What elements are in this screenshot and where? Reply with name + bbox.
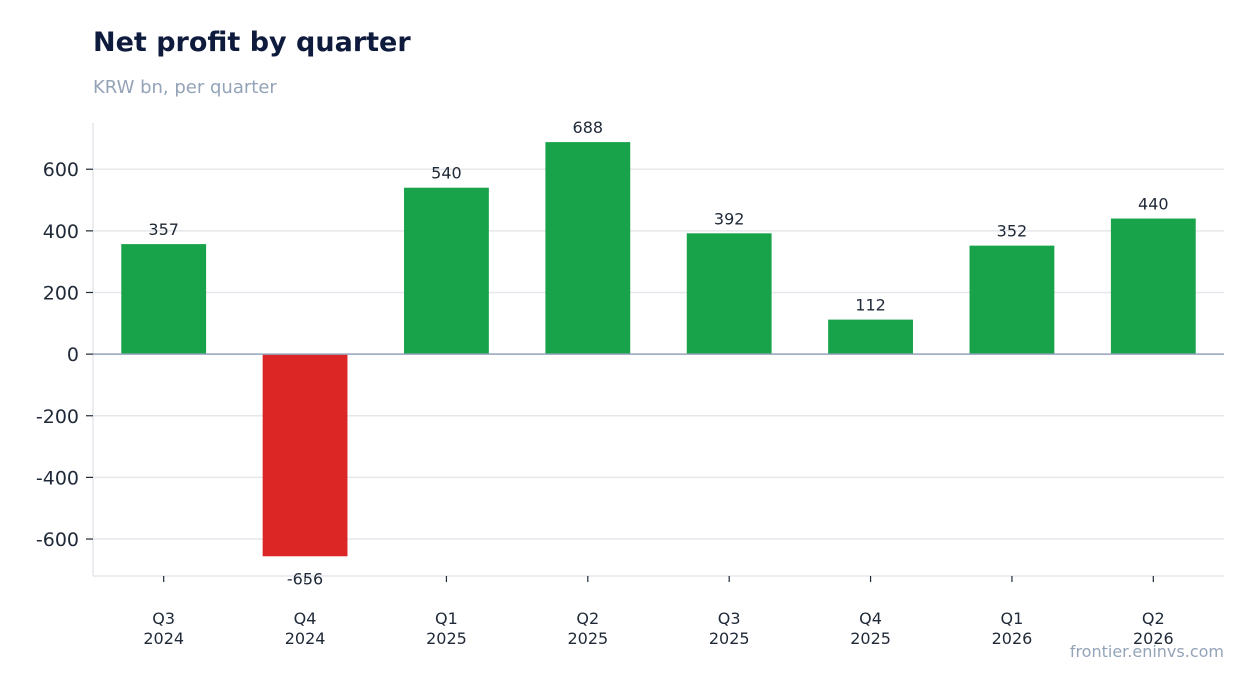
x-tick-label: Q1 2026 xyxy=(992,609,1033,648)
x-tick-label-line: Q3 xyxy=(718,609,741,628)
y-tick-label: -400 xyxy=(36,467,79,489)
data-label: -656 xyxy=(287,569,323,588)
data-label: 112 xyxy=(855,296,886,315)
x-tick-label-line: 2025 xyxy=(850,629,891,648)
bar xyxy=(969,245,1055,355)
y-tick-label: 200 xyxy=(43,282,79,304)
x-tick-label: Q4 2025 xyxy=(850,609,891,648)
bar xyxy=(121,244,207,355)
x-tick-label-line: 2025 xyxy=(709,629,750,648)
x-tick-label-line: Q4 xyxy=(294,609,317,628)
y-tick-label: 400 xyxy=(43,221,79,243)
x-tick-label-line: 2026 xyxy=(992,629,1033,648)
x-tick-label: Q1 2025 xyxy=(426,609,467,648)
data-label: 352 xyxy=(997,222,1028,241)
bar xyxy=(404,187,489,355)
chart-title: Net profit by quarter xyxy=(93,27,411,58)
y-tick-label: -600 xyxy=(36,529,79,551)
x-tick-label-line: 2025 xyxy=(567,629,608,648)
x-tick-label: Q2 2026 xyxy=(1133,609,1174,648)
axes xyxy=(86,123,1224,582)
bars xyxy=(93,142,1224,557)
y-tick-label: 600 xyxy=(43,159,79,181)
chart-subtitle: KRW bn, per quarter xyxy=(93,77,277,98)
x-tick-label-line: Q2 xyxy=(576,609,599,628)
x-tick-label-line: 2024 xyxy=(143,629,184,648)
data-label: 392 xyxy=(714,209,745,228)
x-tick-label: Q3 2025 xyxy=(709,609,750,648)
data-label: 440 xyxy=(1138,195,1169,214)
x-tick-label: Q4 2024 xyxy=(285,609,326,648)
x-tick-label-line: Q2 xyxy=(1142,609,1165,628)
data-label: 688 xyxy=(573,118,604,137)
x-tick-label-line: Q1 xyxy=(435,609,458,628)
bar xyxy=(828,319,913,355)
bar xyxy=(262,354,348,557)
x-tick-label-line: Q3 xyxy=(152,609,175,628)
x-tick-label: Q3 2024 xyxy=(143,609,184,648)
y-tick-label: 0 xyxy=(67,344,79,366)
x-tick-label: Q2 2025 xyxy=(567,609,608,648)
x-tick-label-line: 2024 xyxy=(285,629,326,648)
bar xyxy=(686,233,772,355)
x-tick-label-line: 2025 xyxy=(426,629,467,648)
x-tick-label-line: 2026 xyxy=(1133,629,1174,648)
source-credit: frontier.eninvs.com xyxy=(1069,642,1224,661)
y-tick-label: -200 xyxy=(36,406,79,428)
x-tick-label-line: Q4 xyxy=(859,609,882,628)
data-label: 357 xyxy=(148,220,179,239)
bar xyxy=(545,142,631,355)
data-label: 540 xyxy=(431,164,462,183)
bar xyxy=(1110,218,1196,355)
x-tick-label-line: Q1 xyxy=(1001,609,1024,628)
